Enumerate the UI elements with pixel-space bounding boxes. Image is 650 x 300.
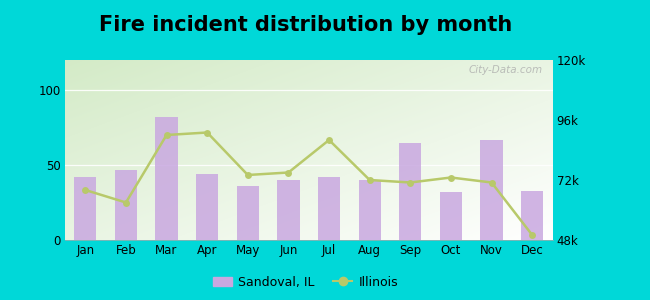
Bar — [155, 117, 177, 240]
Bar — [318, 177, 340, 240]
Text: Fire incident distribution by month: Fire incident distribution by month — [99, 15, 512, 35]
Bar — [440, 192, 462, 240]
Bar — [399, 142, 421, 240]
Bar — [237, 186, 259, 240]
Bar — [480, 140, 502, 240]
Text: City-Data.com: City-Data.com — [469, 65, 543, 75]
Legend: Sandoval, IL, Illinois: Sandoval, IL, Illinois — [208, 271, 403, 294]
Bar — [359, 180, 381, 240]
Bar — [196, 174, 218, 240]
Bar — [278, 180, 300, 240]
Bar — [115, 169, 137, 240]
Bar — [74, 177, 96, 240]
Bar — [521, 190, 543, 240]
